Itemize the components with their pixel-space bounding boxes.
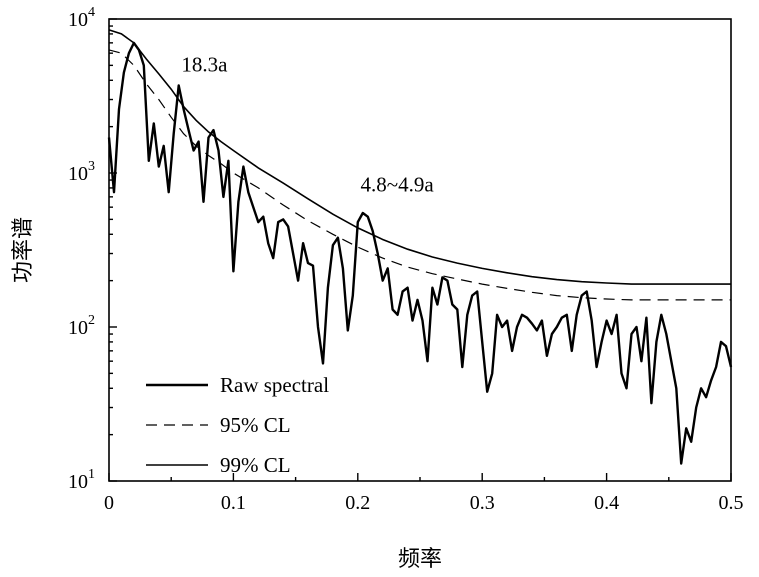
series-raw-spectral-line xyxy=(107,41,733,465)
y-axis-title: 功率谱 xyxy=(10,217,35,283)
y-tick-exponent: 2 xyxy=(88,313,95,328)
y-tick-base: 10 xyxy=(68,471,88,493)
y-tick-label: 101 xyxy=(68,467,95,493)
x-tick-label: 0.1 xyxy=(221,492,246,514)
series-99-cl-line xyxy=(108,29,731,285)
x-tick-label: 0.5 xyxy=(719,492,744,514)
annotations: 18.3a 4.8~4.9a xyxy=(181,53,434,197)
y-tick-exponent: 3 xyxy=(88,159,95,174)
x-axis-title: 频率 xyxy=(398,546,442,571)
series-layer xyxy=(107,29,733,465)
x-tick-label: 0 xyxy=(104,492,114,514)
y-tick-label: 102 xyxy=(68,313,95,339)
legend-label: 95% CL xyxy=(220,413,291,437)
annotation-label: 4.8~4.9a xyxy=(361,172,435,196)
y-tick-exponent: 4 xyxy=(88,5,95,20)
legend: Raw spectral 95% CL 99% CL xyxy=(146,373,329,477)
y-tick-base: 10 xyxy=(68,163,88,185)
annotation-label: 18.3a xyxy=(181,53,228,77)
x-tick-label: 0.4 xyxy=(594,492,619,514)
y-tick-exponent: 1 xyxy=(88,467,95,482)
x-tick-label: 0.3 xyxy=(470,492,495,514)
y-tick-label: 103 xyxy=(68,159,95,185)
series-95-cl-line xyxy=(108,49,731,301)
legend-label: Raw spectral xyxy=(220,373,329,397)
y-tick-base: 10 xyxy=(68,9,88,31)
x-tick-label: 0.2 xyxy=(345,492,370,514)
plot-frame xyxy=(108,18,732,482)
y-tick-base: 10 xyxy=(68,317,88,339)
legend-label: 99% CL xyxy=(220,453,291,477)
y-tick-label: 104 xyxy=(68,5,95,31)
